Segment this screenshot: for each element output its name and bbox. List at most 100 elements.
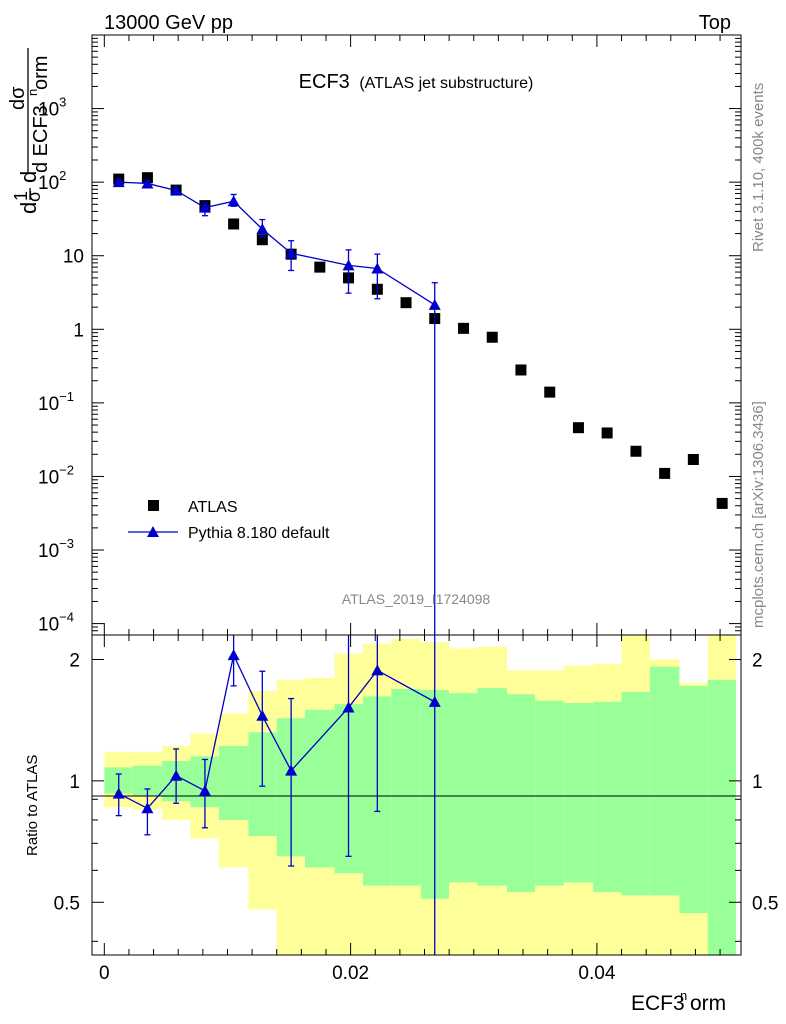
atlas-point — [572, 422, 584, 434]
pythia-line — [118, 181, 436, 306]
ratio-point — [428, 695, 441, 707]
x-tick-label: 0 — [99, 963, 110, 984]
main-frame — [91, 34, 742, 636]
legend: ATLAS Pythia 8.180 default — [128, 499, 330, 542]
atlas-point — [601, 427, 613, 439]
pythia-point — [227, 195, 240, 207]
atlas-point — [544, 386, 556, 398]
svg-text:d ECF3: d ECF3 — [30, 105, 52, 173]
atlas-point — [228, 218, 240, 230]
atlas-point — [687, 453, 699, 465]
band-inner-bin — [305, 709, 335, 868]
ratio-plot-layer — [112, 635, 441, 955]
ratio-point — [371, 664, 384, 676]
band-inner-bin — [563, 702, 594, 883]
svg-text:d: d — [16, 202, 41, 214]
band-inner-bin — [218, 746, 249, 820]
band-inner-bin — [621, 692, 650, 896]
pythia-point — [198, 201, 211, 213]
svg-text:1: 1 — [11, 191, 31, 201]
band-inner-bin — [707, 679, 737, 955]
band-inner-bin — [507, 694, 536, 893]
ratio-point — [141, 802, 154, 814]
ratio-point — [285, 764, 298, 776]
y-axis-label-ratio: Ratio to ATLAS — [24, 755, 41, 856]
pythia-point — [141, 177, 154, 189]
legend-atlas-label: ATLAS — [188, 499, 238, 516]
plot-title-sub: (ATLAS jet substructure) — [359, 75, 533, 92]
x-tick-label: 0.04 — [578, 963, 615, 984]
rivet-label: Rivet 3.1.10, 400k events — [750, 83, 767, 252]
svg-text:ECF3: ECF3 — [631, 992, 685, 1015]
main-plot-layer — [112, 172, 728, 635]
y-tick-label-ratio-right: 0.5 — [752, 893, 778, 914]
y-tick-label-ratio-right: 1 — [752, 772, 763, 793]
x-tick-label: 0.02 — [332, 963, 369, 984]
ratio-point — [112, 787, 125, 799]
y-tick-label-main: 103 — [38, 95, 66, 121]
svg-text:d: d — [16, 171, 41, 183]
y-tick-label-ratio: 2 — [69, 650, 80, 671]
atlas-point — [515, 364, 527, 376]
y-tick-label-main: 10 — [63, 247, 84, 268]
y-tick-label-ratio: 1 — [69, 772, 80, 793]
y-axis-label-main: d 1 σ d dσ d ECF3 n orm — [7, 48, 52, 214]
ratio-frame — [91, 634, 742, 956]
y-tick-label-main: 10−4 — [38, 610, 74, 636]
legend-pythia-marker — [147, 526, 159, 537]
header-process: Top — [699, 12, 731, 34]
ratio-point — [198, 784, 211, 796]
pythia-point — [285, 247, 298, 259]
atlas-point — [630, 445, 642, 457]
y-tick-label-main: 10−3 — [38, 536, 74, 562]
x-axis-label: ECF3 n orm — [631, 988, 726, 1015]
band-inner-bin — [449, 693, 478, 883]
ratio-point — [227, 649, 240, 661]
axis-ticks: 10−4 10−3 10−2 10−1 1 10 102 103 0.5 0.5 1 1 2 2 0 0.02… — [38, 34, 778, 984]
analysis-id: ATLAS_2019_I1724098 — [342, 591, 491, 607]
pythia-point — [170, 184, 183, 196]
ratio-point — [342, 701, 355, 713]
band-inner-bin — [679, 685, 708, 914]
atlas-point — [659, 467, 671, 479]
svg-text:σ: σ — [24, 191, 44, 202]
band-inner-bin — [649, 666, 680, 896]
plot-title: ECF3 (ATLAS jet substructure) — [299, 71, 534, 93]
plot-title-main: ECF3 — [299, 71, 350, 93]
svg-text:orm: orm — [690, 992, 726, 1015]
atlas-point — [716, 497, 728, 509]
band-inner-bin — [593, 701, 622, 893]
atlas-point — [486, 331, 498, 343]
svg-text:orm: orm — [30, 56, 52, 90]
atlas-point — [400, 297, 412, 309]
y-tick-label-main: 10−1 — [38, 389, 74, 415]
legend-atlas-marker — [148, 500, 159, 511]
svg-text:n: n — [25, 89, 40, 96]
ratio-point — [170, 769, 183, 781]
pythia-point — [371, 262, 384, 274]
atlas-point — [256, 234, 268, 246]
y-tick-label-main: 1 — [73, 320, 84, 341]
pythia-point — [342, 259, 355, 271]
band-inner-bin — [391, 688, 421, 886]
legend-pythia-label: Pythia 8.180 default — [188, 525, 330, 542]
ratio-point — [256, 709, 269, 721]
ratio-line — [118, 653, 436, 810]
y-tick-label-ratio: 0.5 — [54, 893, 80, 914]
pythia-point — [256, 223, 269, 235]
pythia-point — [428, 298, 441, 310]
pythia-point — [112, 176, 125, 188]
atlas-point — [314, 261, 326, 273]
band-inner-bin — [535, 700, 564, 886]
svg-text:dσ: dσ — [7, 86, 29, 110]
y-tick-label-main: 10−2 — [38, 462, 74, 488]
atlas-point — [458, 322, 470, 334]
y-tick-label-main: 102 — [38, 168, 66, 194]
y-tick-label-ratio-right: 2 — [752, 650, 763, 671]
band-inner-bin — [477, 687, 508, 886]
ratio-bands — [104, 635, 737, 955]
svg-text:n: n — [680, 988, 687, 1003]
mcplots-label: mcplots.cern.ch [arXiv:1306.3436] — [750, 401, 767, 628]
header-energy: 13000 GeV pp — [104, 12, 233, 34]
